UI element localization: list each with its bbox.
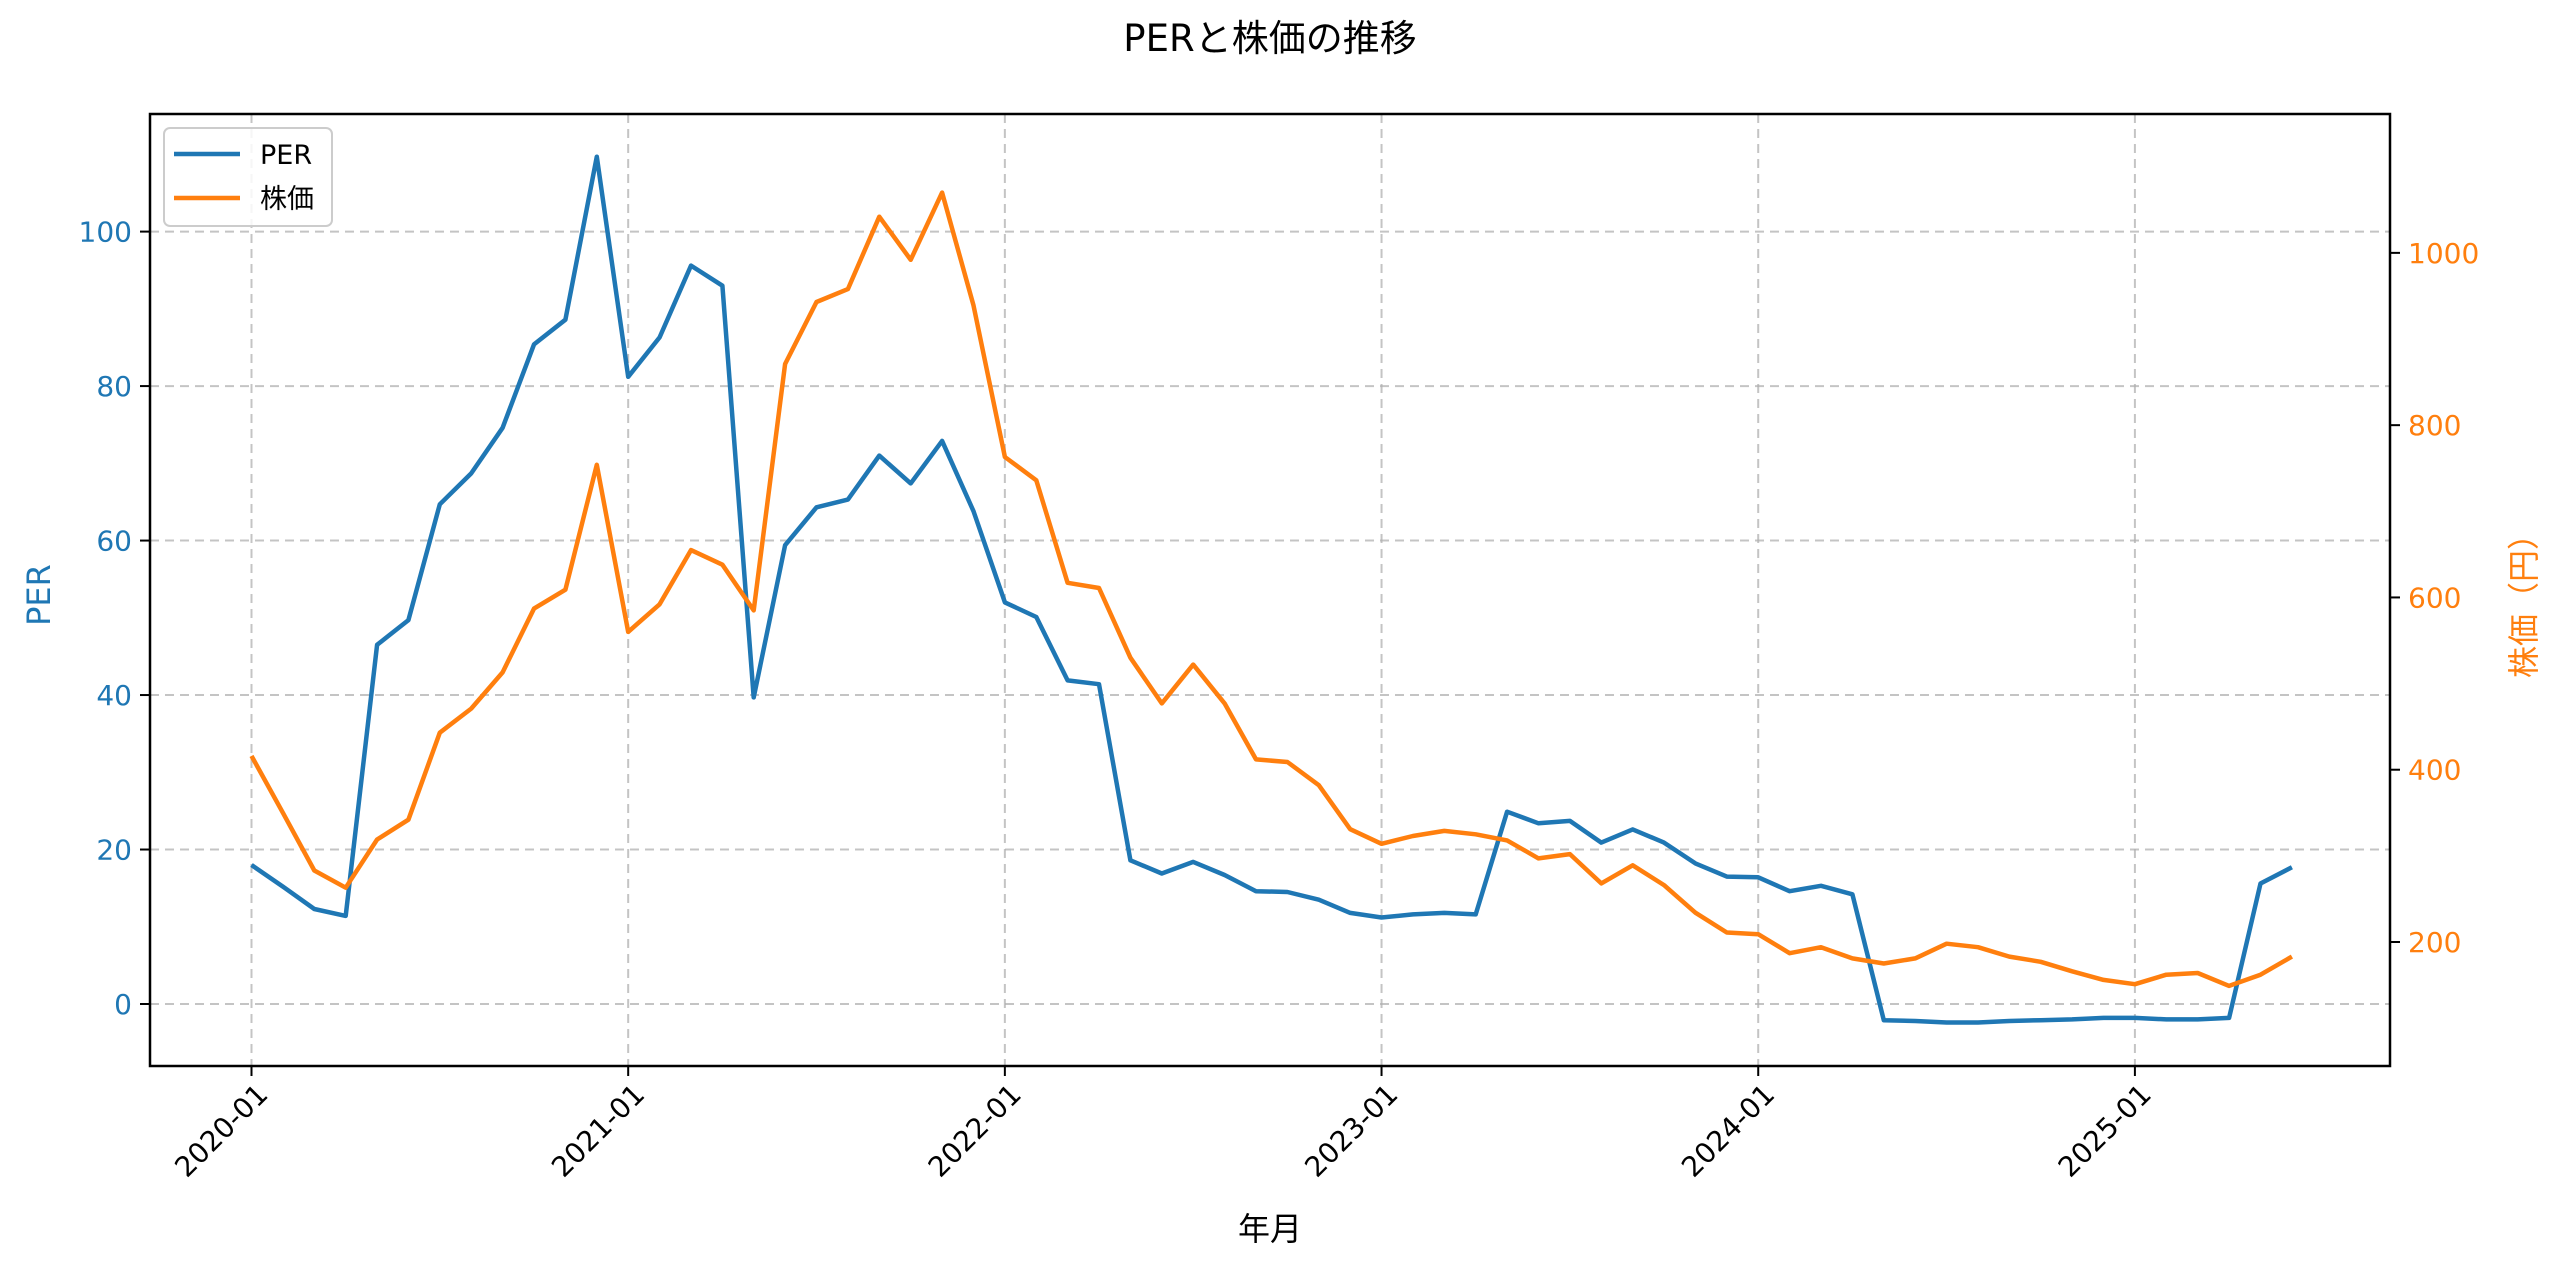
per-line: [250, 154, 2293, 1025]
x-tick-label: 2022-01: [922, 1078, 1028, 1184]
right-y-tick-label: 600: [2408, 581, 2461, 614]
left-y-axis-label: PER: [20, 564, 58, 626]
left-y-tick-label: 40: [96, 679, 132, 712]
x-axis-ticks: 2020-01 2021-01 2022-01 2023-01 2024-01 2025-…: [168, 1066, 2158, 1184]
x-tick-label: 2021-01: [545, 1078, 651, 1184]
left-y-axis-ticks: 0 20 40 60 80 100: [79, 216, 150, 1021]
right-y-axis-label: 株価（円）: [2505, 518, 2543, 678]
price-line: [249, 190, 2294, 989]
right-y-tick-label: 1000: [2408, 237, 2479, 270]
x-tick-label: 2024-01: [1675, 1078, 1781, 1184]
x-tick-label: 2023-01: [1298, 1078, 1404, 1184]
grid-lines: [150, 114, 2390, 1066]
x-tick-label: 2025-01: [2052, 1078, 2158, 1184]
plot-area-frame: [148, 112, 2392, 1068]
chart-title: PERと株価の推移: [1123, 17, 1416, 60]
legend-per-label: PER: [260, 140, 312, 171]
right-y-tick-label: 800: [2408, 409, 2461, 442]
left-y-tick-label: 80: [96, 370, 132, 403]
x-tick-label: 2020-01: [168, 1078, 274, 1184]
left-y-tick-label: 20: [96, 834, 132, 867]
right-y-axis-ticks: 200 400 600 800 1000: [2390, 237, 2479, 959]
legend: PER 株価: [163, 127, 333, 227]
right-y-tick-label: 400: [2408, 754, 2461, 787]
x-axis-label: 年月: [1238, 1210, 1302, 1248]
right-y-tick-label: 200: [2408, 926, 2461, 959]
legend-price-label: 株価: [260, 184, 314, 215]
left-y-tick-label: 60: [96, 525, 132, 558]
left-y-tick-label: 100: [79, 216, 132, 249]
left-y-tick-label: 0: [114, 988, 132, 1021]
